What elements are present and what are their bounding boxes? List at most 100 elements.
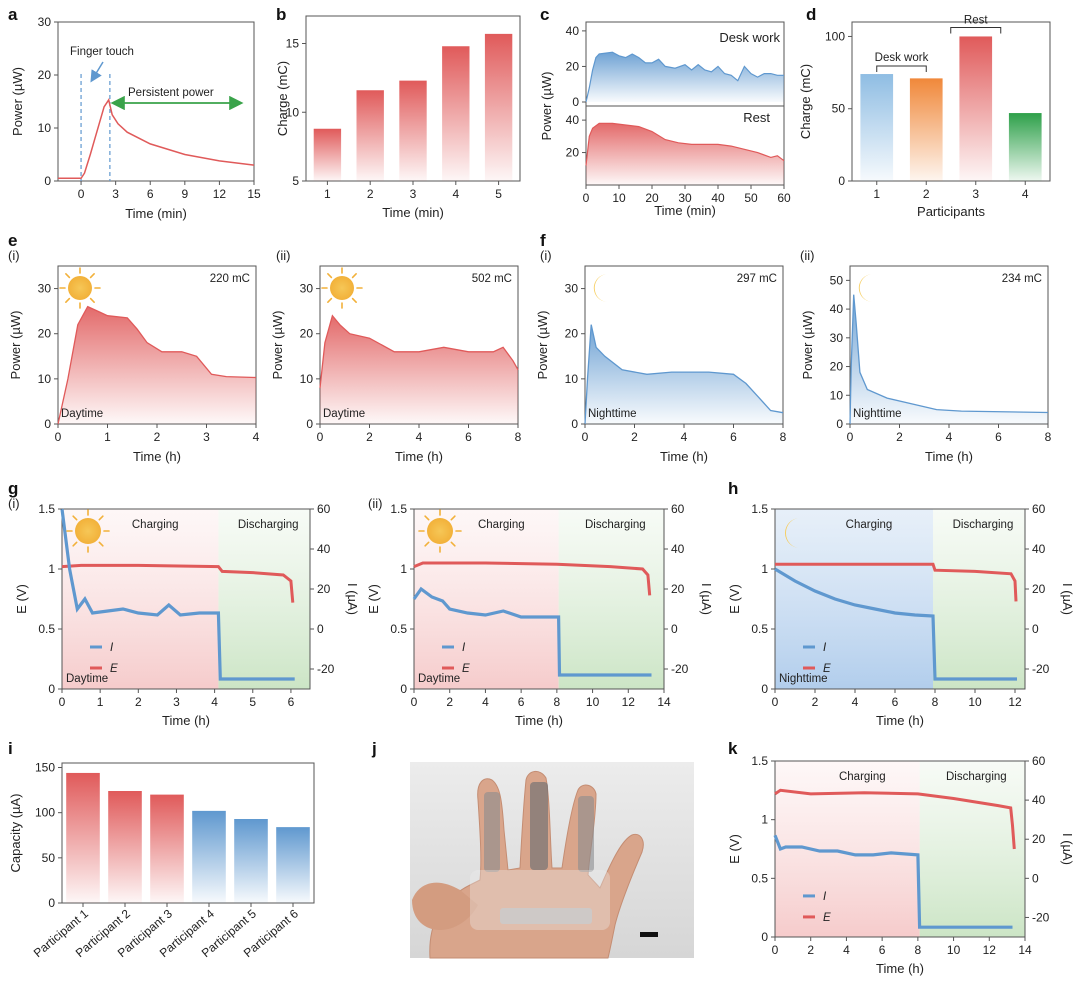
rest-area [586,123,784,185]
plot-frame [61,508,311,690]
chart-g-ii: 0 2 4 6 8 10 12 14 0 0.5 1 1.5 -20 0 20 40 60 Time (h) E (… [366,502,714,728]
y-tick-label-right: -20 [1032,662,1050,676]
persistent-power-annotation: Persistent power [128,87,214,99]
legend-voltage-label: E [462,663,470,675]
power-area [58,306,256,424]
x-tick-label: 0 [847,430,854,444]
y-tick-label: 30 [300,282,314,296]
chart-d: 1 2 3 4 0 50 100 Desk work Rest Participants Charg… [798,14,1051,219]
x-tick-label: 0 [772,695,779,709]
sun-icon [66,509,110,553]
time-of-day-label: Daytime [61,408,103,420]
y-axis-title-right: I (µA) [1060,833,1075,865]
y-axis-title-left: E (V) [727,834,742,864]
x-tick-label: 15 [247,187,261,201]
y-tick-label: 5 [292,174,299,188]
time-of-day-label: Daytime [323,408,365,420]
x-tick-label: 10 [968,695,982,709]
panel-label-e: e [8,231,17,250]
x-tick-label: 12 [622,695,636,709]
x-tick-label: 3 [203,430,210,444]
bar [234,819,268,903]
y-tick-label-right: 20 [1032,832,1046,846]
x-tick-label: 6 [288,695,295,709]
y-tick-label-right: 40 [1032,542,1046,556]
sun-ray [351,297,357,303]
plot-frame [57,21,255,182]
y-tick-label: 20 [38,68,52,82]
chart-k: 0 2 4 6 8 10 12 14 0 0.5 1 1.5 -20 0 20 40 60 Time (h) E (… [727,754,1075,976]
x-tick-label: 6 [147,187,154,201]
y-tick-label-left: 1 [761,813,768,827]
x-tick-label: 4 [1022,187,1029,201]
y-tick-label: 15 [286,37,300,51]
x-tick-label: 6 [879,943,886,957]
panel-label-k: k [728,739,738,758]
total-charge-label: 502 mC [472,273,512,285]
voltage-line [775,562,1018,602]
x-tick-label: 10 [586,695,600,709]
y-tick-label: 30 [565,282,579,296]
x-tick-label: 5 [249,695,256,709]
total-charge-label: 297 mC [737,273,777,285]
y-tick-label: 30 [38,15,52,29]
panel-label-b: b [276,5,286,24]
x-tick-label: 2 [923,187,930,201]
chart-f-i: 0 2 4 6 8 0 10 20 30 Time (h) Power (µW) 297 mC Nigh… [535,265,787,464]
x-tick-label: 50 [744,191,758,205]
x-tick-label: 6 [465,430,472,444]
voltage-line [413,561,652,596]
x-tick-label: 30 [678,191,692,205]
y-tick-label-left: 1.5 [751,502,768,516]
y-tick-label-left: 1 [761,562,768,576]
x-axis-title: Participants [917,204,985,219]
bar [1008,113,1042,181]
x-tick-label: 14 [1018,943,1032,957]
bar [276,827,310,903]
y-tick-label: 0 [836,417,843,431]
x-tick-label: 4 [946,430,953,444]
x-tick-label: 4 [211,695,218,709]
y-axis-title: Power (µW) [270,311,285,380]
finger-touch-arrow [90,61,104,83]
power-area [585,324,783,424]
y-axis-title: Power (µW) [535,311,550,380]
x-tick-label: 8 [554,695,561,709]
y-tick-label: 10 [830,388,844,402]
chart-a: 0 3 6 9 12 15 0 10 20 30 Time (min) Power (µW) Finge… [10,15,261,221]
y-tick-label: 10 [300,372,314,386]
x-tick-label: 0 [317,430,324,444]
plot-frame [851,21,1051,182]
charging-region [775,509,933,689]
x-tick-label: 12 [983,943,997,957]
total-charge-label: 220 mC [210,273,250,285]
y-tick-label-left: 1.5 [751,754,768,768]
x-axis-title: Time (h) [162,713,210,728]
x-tick-label: 4 [482,695,489,709]
power-line [57,305,257,425]
x-tick-label: 4 [852,695,859,709]
x-axis-title: Time (h) [515,713,563,728]
y-tick-label: 10 [286,105,300,119]
sun-ray [65,297,71,303]
x-tick-label: 0 [55,430,62,444]
x-tick-label: 1 [97,695,104,709]
x-tick-label: 2 [367,187,374,201]
x-axis-title: Time (h) [925,449,973,464]
time-of-day-label: Nighttime [779,673,828,685]
y-tick-label-right: -20 [1032,910,1050,924]
x-tick-label: 8 [1045,430,1052,444]
desk-work-line [585,51,784,103]
y-tick-label: 20 [566,59,580,73]
x-tick-label: 4 [681,430,688,444]
current-line [412,586,652,677]
x-tick-label: 5 [495,187,502,201]
panel-label-e-i: (i) [8,248,20,263]
charging-label: Charging [846,519,893,531]
panel-label-e-ii: (ii) [276,248,290,263]
x-tick-label: 3 [173,695,180,709]
current-line [60,508,295,681]
time-of-day-label: Nighttime [853,408,902,420]
sun-ray [89,297,95,303]
